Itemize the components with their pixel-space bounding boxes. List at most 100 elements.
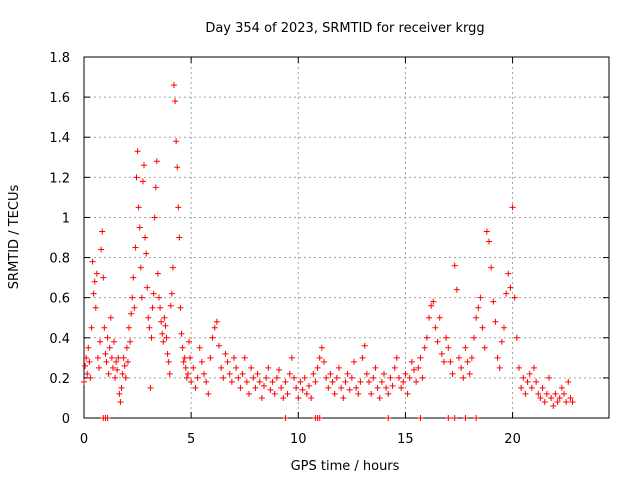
data-point — [417, 354, 424, 361]
data-point — [143, 250, 150, 257]
data-point — [132, 244, 139, 251]
data-point — [146, 324, 153, 331]
data-point — [505, 270, 512, 277]
data-point — [267, 386, 274, 393]
data-point — [239, 370, 246, 377]
data-point — [180, 358, 187, 365]
data-point — [116, 390, 123, 397]
data-point — [535, 390, 542, 397]
data-point — [105, 370, 112, 377]
data-point — [445, 415, 452, 421]
data-point — [118, 384, 125, 391]
data-point — [271, 390, 278, 397]
data-point — [318, 344, 325, 351]
data-point — [509, 204, 516, 211]
data-point — [368, 390, 375, 397]
data-point — [167, 302, 174, 309]
data-point — [222, 350, 229, 357]
data-point — [389, 382, 396, 389]
data-point — [462, 344, 469, 351]
data-point — [323, 374, 330, 381]
data-point — [327, 370, 334, 377]
data-point — [273, 374, 280, 381]
data-point — [269, 378, 276, 385]
x-tick-labels: 0 5 10 15 20 — [80, 432, 521, 447]
data-point — [160, 338, 167, 345]
data-point — [198, 358, 205, 365]
y-tick-label: 1.2 — [49, 171, 70, 186]
data-point — [503, 290, 510, 297]
data-point — [123, 344, 130, 351]
data-point — [359, 354, 366, 361]
data-point — [256, 378, 263, 385]
data-point — [526, 370, 533, 377]
data-point — [477, 294, 484, 301]
y-tick-label: 1.6 — [49, 91, 70, 106]
data-point — [436, 314, 443, 321]
data-point — [453, 286, 460, 293]
data-point — [443, 334, 450, 341]
y-tick-label: 0.4 — [49, 332, 70, 347]
data-point — [533, 378, 540, 385]
data-point — [393, 354, 400, 361]
data-point — [88, 324, 95, 331]
data-point — [124, 358, 131, 365]
data-point — [162, 322, 169, 329]
data-point — [156, 294, 162, 301]
data-point — [481, 344, 488, 351]
data-point — [486, 238, 492, 245]
data-point — [496, 364, 503, 371]
data-point — [513, 334, 520, 341]
plot-frame — [83, 56, 610, 419]
data-point — [172, 98, 179, 105]
data-point — [413, 378, 420, 385]
data-point — [161, 314, 168, 321]
data-point — [148, 334, 155, 341]
data-point — [458, 364, 465, 371]
data-point — [171, 82, 177, 89]
data-point — [353, 384, 360, 391]
x-tick-label: 20 — [504, 432, 521, 447]
data-point — [211, 324, 218, 331]
data-point — [109, 364, 116, 371]
data-point — [492, 318, 499, 325]
data-point — [325, 384, 332, 391]
x-axis-label: GPS time / hours — [291, 459, 400, 474]
data-point — [246, 390, 252, 397]
data-point — [303, 390, 310, 397]
data-point — [207, 354, 214, 361]
data-point — [82, 362, 89, 369]
data-point — [473, 314, 480, 321]
data-point — [127, 338, 134, 345]
data-point — [366, 378, 372, 385]
data-point — [445, 344, 452, 351]
data-point — [556, 394, 563, 401]
data-point — [449, 370, 456, 377]
data-point — [312, 378, 319, 385]
data-point — [363, 370, 370, 377]
data-point — [104, 415, 111, 421]
data-point — [565, 378, 572, 385]
y-tick-label: 1.4 — [49, 131, 70, 146]
data-point — [396, 374, 402, 381]
data-point — [471, 334, 477, 341]
data-point — [376, 394, 383, 401]
data-point — [473, 415, 480, 421]
data-point — [126, 324, 132, 331]
data-point — [216, 342, 222, 349]
data-point — [524, 378, 531, 385]
data-point — [144, 284, 151, 291]
data-point — [417, 415, 424, 421]
data-point — [187, 354, 194, 361]
y-tick-label: 0.8 — [49, 252, 70, 267]
y-tick-label: 0.6 — [49, 292, 70, 307]
data-point — [228, 378, 235, 385]
data-point — [115, 354, 122, 361]
data-point — [537, 394, 544, 401]
data-point — [130, 274, 137, 281]
data-point — [157, 304, 164, 311]
data-point — [101, 324, 108, 331]
data-point — [141, 162, 147, 169]
data-point — [192, 384, 199, 391]
data-point — [153, 158, 160, 165]
